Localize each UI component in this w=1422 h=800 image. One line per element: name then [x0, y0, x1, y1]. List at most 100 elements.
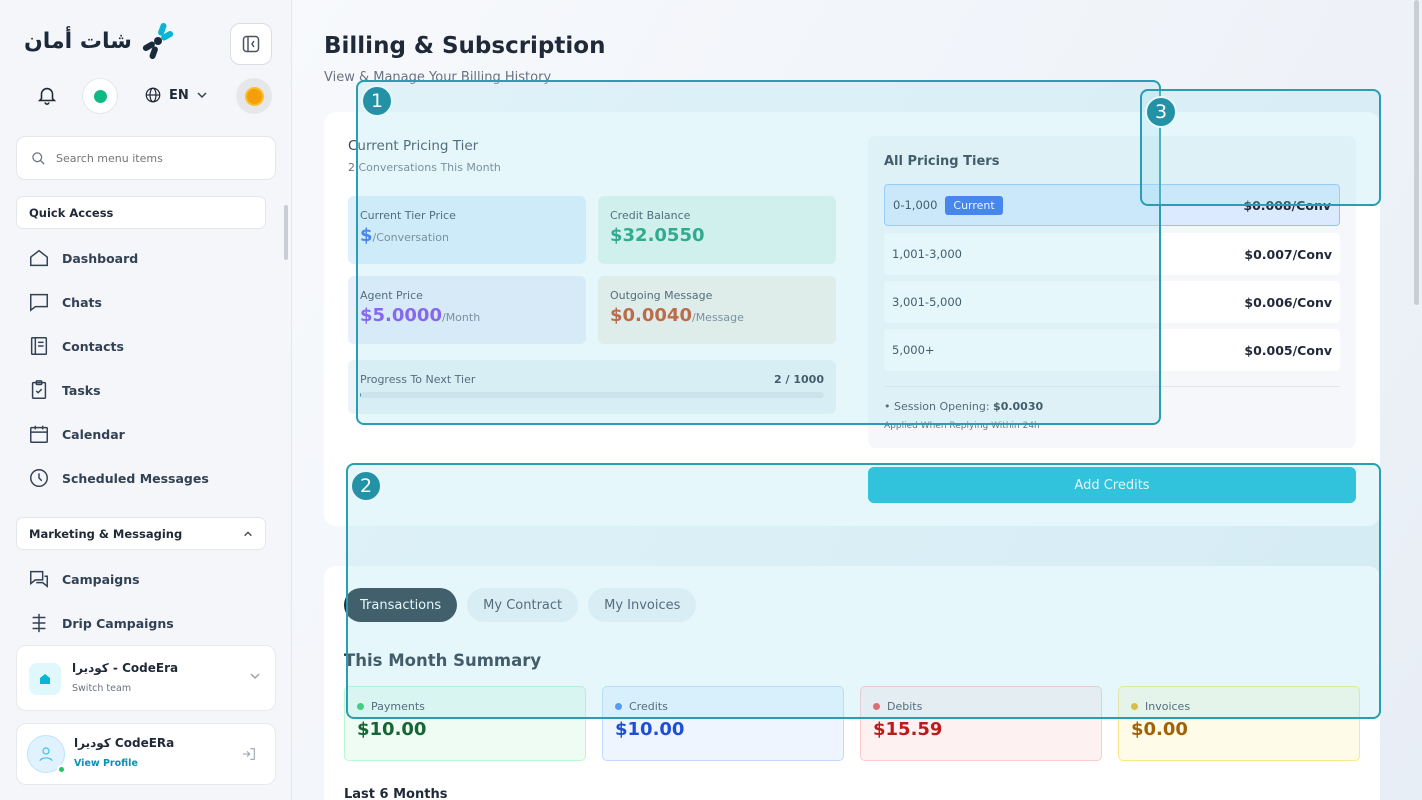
- progress-fill: [360, 392, 361, 398]
- stat-label: Credit Balance: [610, 209, 691, 222]
- tab-transactions[interactable]: Transactions: [344, 588, 458, 622]
- sidebar-item-label: Campaigns: [62, 571, 140, 587]
- tier-price: $0.006/Conv: [1244, 294, 1332, 310]
- sidebar-item-contacts[interactable]: Contacts: [28, 333, 124, 359]
- sidebar-item-calendar[interactable]: Calendar: [28, 421, 125, 447]
- progress-track: [360, 392, 824, 398]
- summary-value: $0.00: [1131, 719, 1188, 740]
- notifications-button[interactable]: [36, 84, 58, 110]
- progress-label: Progress To Next Tier: [360, 373, 476, 386]
- sidebar-item-label: Tasks: [62, 382, 101, 398]
- divider: [884, 386, 1340, 387]
- sidebar-item-tasks[interactable]: Tasks: [28, 377, 101, 403]
- tiers-title: All Pricing Tiers: [884, 154, 1000, 169]
- page-title: Billing & Subscription: [324, 33, 606, 59]
- sidebar-item-scheduled-messages[interactable]: Scheduled Messages: [28, 465, 209, 491]
- main-content: Billing & Subscription View & Manage You…: [292, 0, 1422, 800]
- debits-summary-card: Debits $15.59: [860, 686, 1102, 761]
- team-switcher[interactable]: كوديرا - CodeEra Switch team: [16, 645, 276, 711]
- sidebar-item-drip-campaigns[interactable]: Drip Campaigns: [28, 610, 174, 636]
- language-selector[interactable]: EN: [144, 86, 208, 104]
- quick-access-label: Quick Access: [29, 205, 114, 220]
- sidebar-item-label: Dashboard: [62, 250, 139, 266]
- stat-label: Outgoing Message: [610, 289, 713, 302]
- profile-name: كوديرا CodeERa: [74, 736, 175, 750]
- profile-card: كوديرا CodeERa View Profile: [16, 723, 276, 785]
- marketing-section-header[interactable]: Marketing & Messaging: [16, 517, 266, 550]
- sun-icon: [246, 88, 262, 104]
- tier-progress: Progress To Next Tier 2 / 1000: [348, 360, 836, 414]
- current-tier-price-card: Current Tier Price $/Conversation: [348, 196, 586, 264]
- conversations-count: 2 Conversations This Month: [348, 161, 501, 174]
- tier-range: 0-1,000: [893, 198, 938, 212]
- search-input[interactable]: [56, 151, 256, 165]
- language-label: EN: [169, 87, 189, 103]
- tab-my-contract[interactable]: My Contract: [467, 588, 579, 622]
- session-value: $0.0030: [993, 400, 1044, 413]
- sidebar-item-chats[interactable]: Chats: [28, 289, 102, 315]
- chat-icon: [30, 293, 48, 312]
- annotation-marker-2: 2: [350, 470, 382, 502]
- tier-row: 3,001-5,000 $0.006/Conv: [884, 281, 1340, 323]
- summary-title: This Month Summary: [344, 651, 542, 670]
- summary-label: Payments: [371, 700, 425, 713]
- payments-summary-card: Payments $10.00: [344, 686, 586, 761]
- sidebar-scrollbar[interactable]: [284, 205, 288, 260]
- pricing-card: Current Pricing Tier 2 Conversations Thi…: [324, 112, 1380, 526]
- tier-range: 5,000+: [892, 343, 935, 357]
- add-credits-button[interactable]: Add Credits: [868, 467, 1356, 503]
- sidebar-item-label: Contacts: [62, 338, 124, 354]
- summary-label: Invoices: [1145, 700, 1191, 713]
- summary-value: $10.00: [615, 719, 685, 740]
- last-6-months-heading: Last 6 Months: [344, 787, 448, 800]
- quick-access-header[interactable]: Quick Access: [16, 196, 266, 229]
- drip-icon: [32, 613, 46, 633]
- logout-icon[interactable]: [241, 746, 257, 762]
- summary-value: $10.00: [357, 719, 427, 740]
- stat-unit: /Message: [691, 311, 744, 324]
- agent-price-card: Agent Price $5.0000/Month: [348, 276, 586, 344]
- calendar-icon: [30, 425, 48, 443]
- stat-value: $0.0040: [610, 305, 692, 326]
- credit-balance-card: Credit Balance $32.0550: [598, 196, 836, 264]
- annotation-box-2: [346, 463, 1381, 719]
- annotation-box-1: [356, 80, 1161, 425]
- globe-icon: [145, 87, 161, 103]
- billing-tabs: Transactions My Contract My Invoices: [344, 588, 697, 622]
- main-scrollbar[interactable]: [1414, 0, 1419, 305]
- summary-value: $15.59: [873, 719, 943, 740]
- collapse-sidebar-button[interactable]: [230, 23, 272, 65]
- sidebar-item-label: Calendar: [62, 426, 125, 442]
- marketing-section-label: Marketing & Messaging: [29, 526, 183, 541]
- stat-label: Current Tier Price: [360, 209, 456, 222]
- progress-value: 2 / 1000: [774, 373, 824, 386]
- session-label: • Session Opening:: [884, 400, 994, 413]
- app-logo[interactable]: شات أمان: [24, 20, 178, 62]
- chevron-up-icon: [244, 530, 252, 536]
- theme-toggle[interactable]: [236, 78, 272, 114]
- outgoing-message-card: Outgoing Message $0.0040/Message: [598, 276, 836, 344]
- sidebar-item-label: Scheduled Messages: [62, 470, 209, 486]
- transactions-card: Transactions My Contract My Invoices Thi…: [324, 566, 1380, 800]
- view-profile-link[interactable]: View Profile: [74, 758, 138, 769]
- summary-label: Credits: [629, 700, 668, 713]
- credits-summary-card: Credits $10.00: [602, 686, 844, 761]
- sidebar: شات أمان EN: [0, 0, 292, 800]
- invoices-summary-card: Invoices $0.00: [1118, 686, 1360, 761]
- session-opening: • Session Opening: $0.0030: [884, 400, 1043, 413]
- menu-search: [16, 136, 276, 180]
- logo-mark-icon: [142, 22, 173, 60]
- stat-label: Agent Price: [360, 289, 423, 302]
- tier-price: $0.007/Conv: [1244, 246, 1332, 262]
- sidebar-item-dashboard[interactable]: Dashboard: [28, 245, 138, 271]
- tab-my-invoices[interactable]: My Invoices: [588, 588, 697, 622]
- tier-range: 3,001-5,000: [892, 295, 962, 309]
- campaigns-icon: [30, 570, 48, 588]
- online-status-toggle[interactable]: [82, 78, 118, 114]
- user-icon: [39, 747, 53, 762]
- stat-value: $: [360, 225, 373, 246]
- current-tier-heading: Current Pricing Tier: [348, 138, 479, 154]
- bell-icon: [37, 87, 57, 105]
- home-icon: [30, 249, 48, 267]
- sidebar-item-campaigns[interactable]: Campaigns: [28, 566, 140, 592]
